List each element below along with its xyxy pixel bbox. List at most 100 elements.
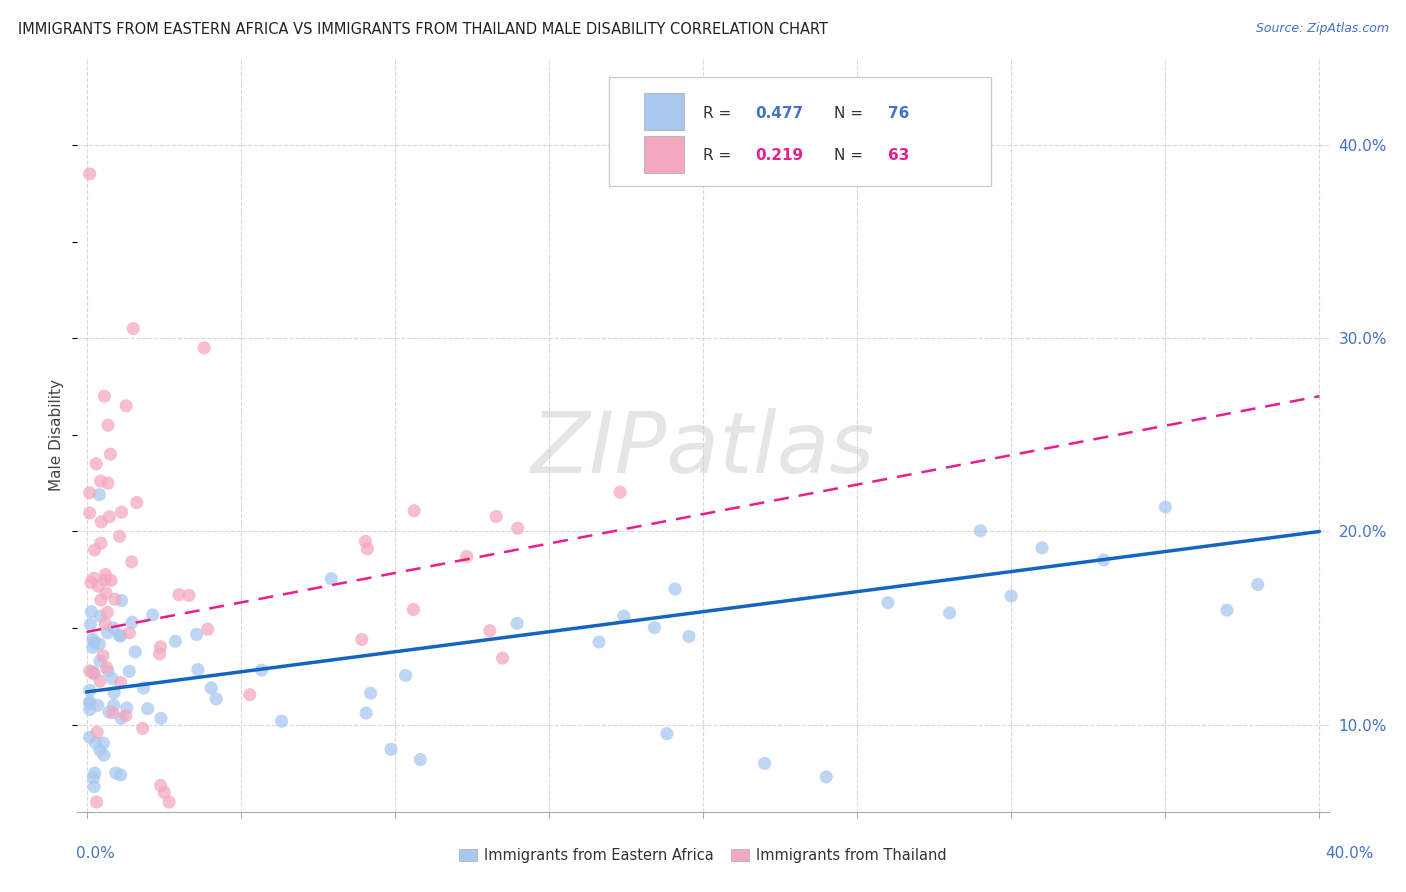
Point	[877, 596, 900, 610]
Point	[82, 640, 104, 655]
Point	[149, 779, 172, 793]
Point	[157, 795, 180, 809]
Point	[82, 771, 104, 785]
Point	[93, 748, 115, 763]
Point	[121, 615, 143, 630]
Point	[97, 664, 120, 678]
Point	[1031, 541, 1053, 555]
Legend: Immigrants from Eastern Africa, Immigrants from Thailand: Immigrants from Eastern Africa, Immigran…	[454, 842, 952, 869]
Point	[1000, 589, 1022, 603]
Point	[177, 589, 200, 603]
FancyBboxPatch shape	[644, 136, 685, 172]
Point	[167, 588, 190, 602]
Point	[404, 504, 426, 518]
Point	[89, 743, 111, 757]
Text: Source: ZipAtlas.com: Source: ZipAtlas.com	[1256, 22, 1389, 36]
Point	[321, 572, 343, 586]
Point	[969, 524, 991, 538]
Point	[142, 607, 165, 622]
Point	[108, 628, 131, 642]
Point	[356, 541, 378, 556]
Point	[124, 645, 146, 659]
Point	[115, 399, 138, 413]
Point	[96, 625, 118, 640]
Point	[96, 606, 118, 620]
Point	[110, 768, 132, 782]
Point	[103, 621, 125, 635]
Point	[149, 640, 172, 654]
Point	[153, 785, 176, 799]
Text: 76: 76	[889, 105, 910, 120]
Point	[478, 624, 501, 638]
Point	[86, 698, 108, 713]
Point	[402, 602, 425, 616]
Point	[101, 672, 124, 686]
Point	[815, 770, 838, 784]
Point	[94, 567, 117, 582]
Point	[94, 616, 117, 631]
Point	[83, 766, 105, 780]
Point	[104, 592, 127, 607]
Point	[108, 529, 131, 543]
Point	[354, 534, 377, 549]
FancyBboxPatch shape	[609, 77, 991, 186]
Point	[506, 521, 529, 535]
Point	[110, 629, 132, 643]
Text: 0.477: 0.477	[755, 105, 804, 120]
Point	[250, 663, 273, 677]
Point	[103, 698, 125, 713]
Point	[613, 609, 636, 624]
Point	[485, 509, 508, 524]
Point	[1092, 553, 1115, 567]
Point	[83, 635, 105, 649]
Text: N =: N =	[834, 105, 869, 120]
Point	[193, 341, 215, 355]
Point	[90, 593, 112, 607]
Text: ZIPatlas: ZIPatlas	[531, 409, 875, 491]
Point	[165, 634, 187, 648]
Point	[89, 674, 111, 689]
Point	[79, 697, 101, 711]
Point	[89, 609, 111, 624]
Point	[82, 632, 104, 647]
Point	[678, 630, 700, 644]
Point	[1154, 500, 1177, 514]
Text: 40.0%: 40.0%	[1326, 847, 1374, 861]
Point	[83, 542, 105, 557]
Point	[200, 681, 222, 695]
Point	[91, 648, 114, 663]
Point	[491, 651, 513, 665]
Point	[754, 756, 776, 771]
Point	[87, 579, 110, 593]
Point	[643, 621, 665, 635]
Point	[93, 736, 115, 750]
Point	[132, 681, 155, 695]
Point	[82, 665, 104, 679]
Point	[186, 627, 208, 641]
Point	[149, 711, 172, 725]
Text: 63: 63	[889, 148, 910, 163]
FancyBboxPatch shape	[644, 94, 685, 129]
Point	[380, 742, 402, 756]
Point	[456, 549, 478, 564]
Point	[506, 616, 529, 631]
Point	[97, 418, 120, 433]
Point	[79, 167, 101, 181]
Point	[149, 647, 172, 661]
Point	[89, 488, 111, 502]
Text: R =: R =	[703, 105, 737, 120]
Point	[115, 701, 138, 715]
Point	[103, 686, 125, 700]
Point	[79, 485, 101, 500]
Point	[101, 706, 124, 720]
Point	[94, 586, 117, 600]
Point	[98, 509, 121, 524]
Text: 0.219: 0.219	[755, 148, 804, 163]
Point	[90, 474, 112, 488]
Point	[90, 515, 112, 529]
Point	[121, 555, 143, 569]
Point	[80, 605, 103, 619]
Point	[98, 705, 121, 719]
Point	[94, 573, 117, 587]
Point	[83, 666, 105, 681]
